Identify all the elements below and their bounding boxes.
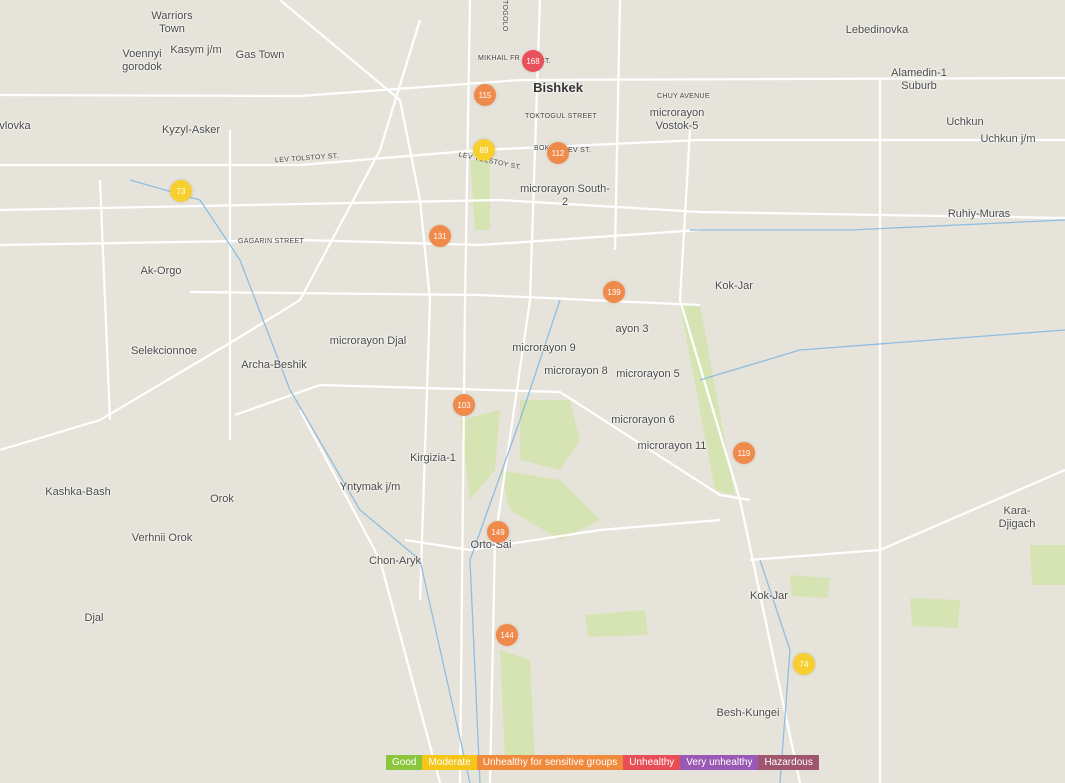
legend-item: Unhealthy for sensitive groups: [476, 755, 624, 770]
place-label: Ak-Orgo: [140, 265, 182, 277]
place-label: Voennyi gorodok: [122, 48, 162, 73]
street-label: TOGOLO: [501, 0, 508, 32]
aqi-marker[interactable]: 139: [603, 281, 625, 303]
place-label: vlovka: [0, 120, 31, 132]
place-label: Warriors Town: [151, 10, 193, 35]
place-label: Djal: [84, 612, 104, 624]
place-label: Kirgizia-1: [410, 452, 456, 464]
aqi-marker[interactable]: 112: [547, 142, 569, 164]
place-label: Kashka-Bash: [45, 486, 111, 498]
aqi-marker[interactable]: 119: [733, 442, 755, 464]
place-label: Ruhiy-Muras: [947, 208, 1011, 220]
place-label: microrayon Vostok-5: [649, 107, 705, 132]
aqi-marker[interactable]: 149: [487, 521, 509, 543]
place-label: microrayon 9: [512, 342, 576, 354]
aqi-marker[interactable]: 73: [170, 180, 192, 202]
place-label: Bishkek: [533, 80, 583, 95]
place-label: Yntymak j/m: [339, 481, 401, 493]
legend-item: Good: [386, 755, 423, 770]
aqi-marker[interactable]: 103: [453, 394, 475, 416]
street-label: EV ST.: [568, 147, 592, 154]
place-label: Kyzyl-Asker: [161, 124, 221, 136]
place-label: Kasym j/m: [170, 44, 222, 56]
aqi-marker[interactable]: 89: [473, 139, 495, 161]
place-label: Chon-Aryk: [369, 555, 421, 567]
place-label: microrayon 8: [544, 365, 608, 377]
place-label: microrayon 11: [637, 440, 707, 452]
place-label: Uchkun: [946, 116, 984, 128]
street-label: TOKTOGUL STREET: [525, 113, 598, 120]
aqi-marker[interactable]: 131: [429, 225, 451, 247]
place-label: Kok-Jar: [715, 280, 753, 292]
place-label: Besh-Kungei: [716, 707, 780, 719]
street-label: BOKO: [534, 145, 556, 152]
place-label: microrayon Djal: [329, 335, 407, 347]
place-label: Lebedinovka: [845, 24, 909, 36]
aqi-marker[interactable]: 115: [474, 84, 496, 106]
place-label: microrayon 6: [611, 414, 675, 426]
street-label: ST.: [540, 58, 552, 65]
place-label: Alamedin-1 Suburb: [891, 67, 947, 92]
legend-item: Very unhealthy: [680, 755, 759, 770]
place-label: microrayon 5: [616, 368, 680, 380]
place-label: Verhnii Orok: [131, 532, 193, 544]
place-label: Kara-Djigach: [998, 505, 1036, 530]
legend: Good Moderate Unhealthy for sensitive grou…: [386, 755, 819, 770]
aqi-marker[interactable]: 168: [522, 50, 544, 72]
place-label: Gas Town: [235, 49, 285, 61]
place-label: ayon 3: [615, 323, 649, 335]
place-label: microrayon South-2: [520, 183, 610, 208]
aqi-marker[interactable]: 74: [793, 653, 815, 675]
street-label: CHUY AVENUE: [657, 93, 710, 100]
place-label: Archa-Beshik: [241, 359, 307, 371]
place-label: Orok: [210, 493, 234, 505]
aqi-marker[interactable]: 144: [496, 624, 518, 646]
place-label: Selekcionnoe: [130, 345, 198, 357]
street-label: GAGARIN STREET: [238, 238, 305, 245]
street-label: MIKHAIL FR: [478, 55, 521, 62]
place-label: Kok-Jar: [750, 590, 788, 602]
legend-item: Moderate: [422, 755, 477, 770]
legend-item: Unhealthy: [623, 755, 681, 770]
legend-item: Hazardous: [758, 755, 819, 770]
place-label: Uchkun j/m: [980, 133, 1036, 145]
